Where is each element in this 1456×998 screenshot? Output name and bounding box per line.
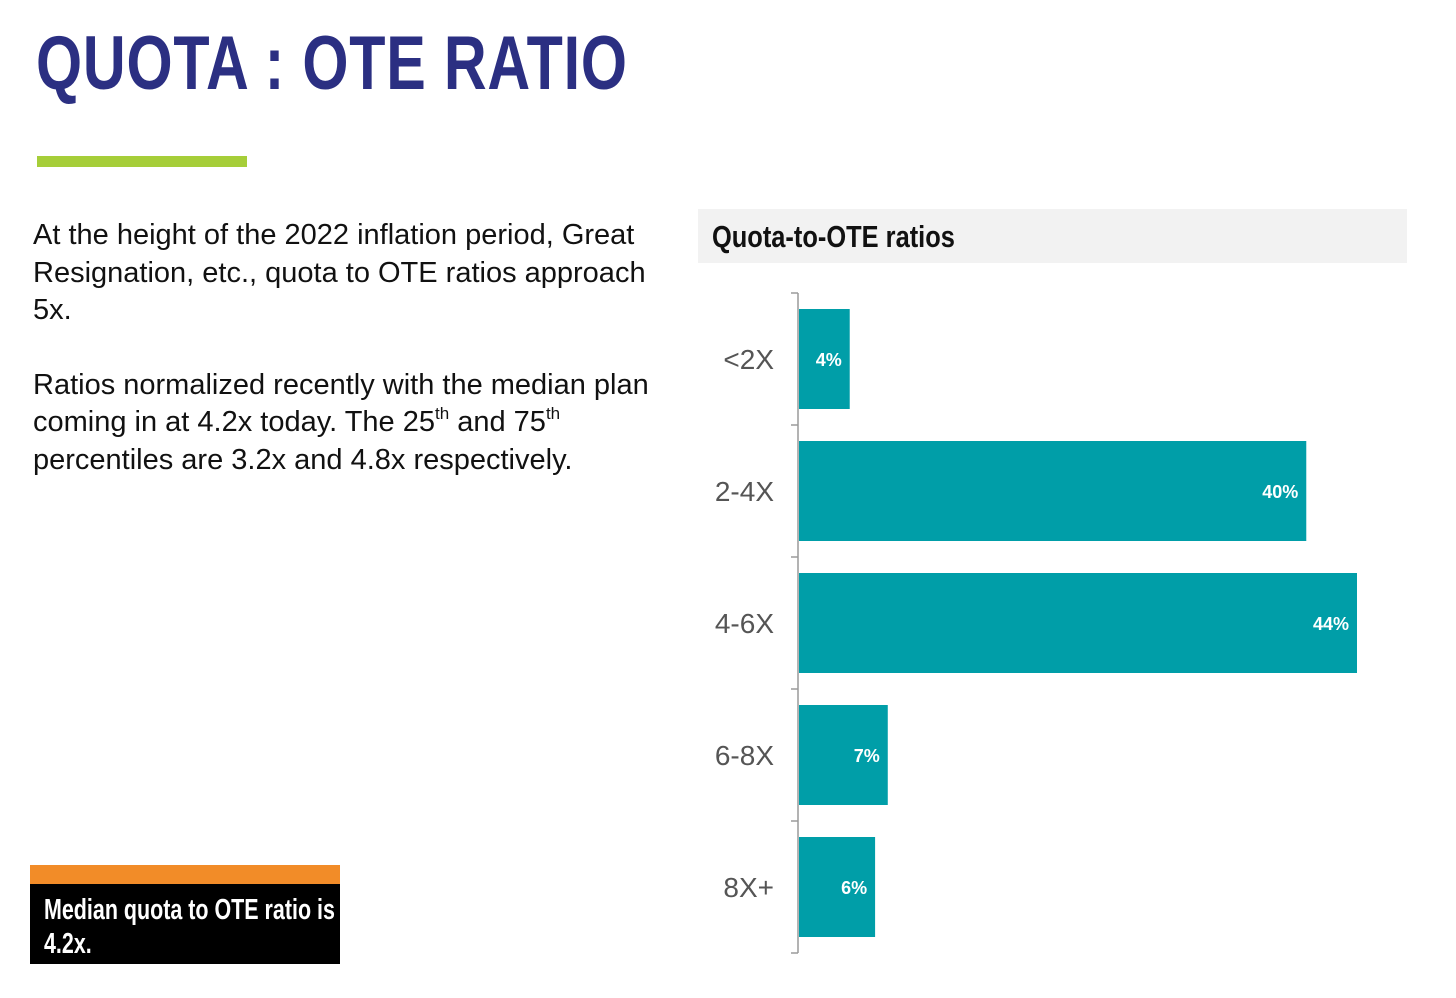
bar-0 <box>799 309 850 409</box>
data-label: 7% <box>854 746 880 766</box>
callout-orange-band <box>30 865 340 884</box>
chart-header: Quota-to-OTE ratios <box>698 209 1407 263</box>
percentile-text-b: and 75 <box>449 406 546 438</box>
bar-2 <box>799 573 1357 673</box>
superscript-th-1: th <box>434 404 450 423</box>
category-label: 8X+ <box>723 872 774 903</box>
category-label: 6-8X <box>715 740 774 771</box>
callout-text: Median quota to OTE ratio is 4.2x. <box>44 894 335 960</box>
data-label: 6% <box>841 878 867 898</box>
category-label: 4-6X <box>715 608 774 639</box>
slide-title: QUOTA : OTE RATIO <box>36 21 628 106</box>
callout-box: Median quota to OTE ratio is 4.2x. <box>30 884 340 964</box>
paragraph-2: Ratios normalized recently with the medi… <box>33 367 653 480</box>
data-label: 40% <box>1262 482 1298 502</box>
bar-3 <box>799 705 888 805</box>
data-label: 44% <box>1313 614 1349 634</box>
paragraph-2-percentiles: The 25th and 75th percentiles are 3.2x a… <box>33 404 573 476</box>
paragraph-1: At the height of the 2022 inflation peri… <box>33 219 646 326</box>
title-underline <box>37 156 247 167</box>
paragraph-2-line-1: Ratios normalized recently with the medi… <box>33 368 649 439</box>
percentile-text-c: percentiles are 3.2x and 4.8x respective… <box>33 443 573 476</box>
chart-panel: Quota-to-OTE ratios <2X 4% 2-4X 40% 4-6X 44% 6… <box>698 209 1407 969</box>
category-label: <2X <box>723 344 774 375</box>
median-callout: Median quota to OTE ratio is 4.2x. <box>30 865 340 964</box>
bar-1 <box>799 441 1307 541</box>
chart-title: Quota-to-OTE ratios <box>712 219 955 254</box>
body-text: At the height of the 2022 inflation peri… <box>33 217 653 479</box>
bar-4 <box>799 837 876 937</box>
superscript-th-2: th <box>545 404 561 423</box>
data-label: 4% <box>816 350 842 370</box>
percentile-text-a: The 25 <box>344 406 435 438</box>
bar-chart: <2X 4% 2-4X 40% 4-6X 44% 6-8X 7% 8X+ 6% <box>715 292 1357 954</box>
category-label: 2-4X <box>715 476 774 507</box>
